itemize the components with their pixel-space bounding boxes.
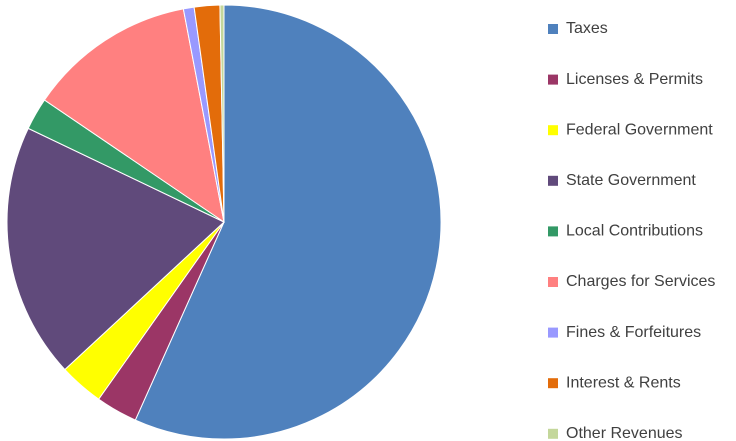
legend-label: State Government: [566, 172, 696, 189]
legend-swatch: [548, 428, 558, 439]
pie-slice: [43, 8, 225, 224]
legend-label: Taxes: [566, 20, 608, 37]
legend-swatch: [548, 24, 558, 34]
pie-slice: [134, 4, 442, 440]
legend-label: Licenses & Permits: [566, 71, 703, 88]
legend-label: Charges for Services: [566, 273, 715, 290]
legend-swatch: [548, 277, 558, 287]
legend-swatch: [548, 378, 558, 389]
legend-label: Local Contributions: [566, 223, 703, 240]
legend-swatch: [548, 175, 558, 186]
legend-label: Other Revenues: [566, 425, 683, 441]
legend-label: Interest & Rents: [566, 374, 681, 391]
pie-slice: [219, 4, 225, 223]
legend-swatch: [548, 226, 558, 237]
legend-swatch: [548, 74, 558, 85]
legend-swatch: [548, 125, 558, 136]
legend-swatch: [548, 327, 558, 338]
legend-label: Fines & Forfeitures: [566, 324, 701, 341]
pie-slice: [6, 127, 225, 371]
legend-label: Federal Government: [566, 121, 713, 138]
